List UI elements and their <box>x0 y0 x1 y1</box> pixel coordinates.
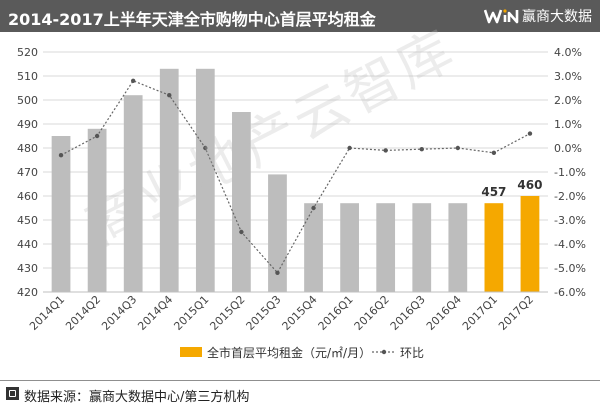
bar <box>268 174 287 292</box>
y-tick-label: 480 <box>17 142 38 155</box>
x-tick-label: 2015Q2 <box>207 293 247 333</box>
x-tick-label: 2016Q2 <box>352 293 392 333</box>
x-tick-label: 2016Q3 <box>388 293 428 333</box>
y-tick-label: 420 <box>17 286 38 299</box>
line-point <box>527 131 533 136</box>
line-point <box>275 270 280 275</box>
bar <box>376 203 396 292</box>
bar <box>232 112 251 292</box>
brand-name: 赢商大数据 <box>522 9 592 25</box>
bar <box>51 136 71 292</box>
brand-logo-icon <box>484 9 519 24</box>
y-tick-label: 440 <box>17 238 38 251</box>
y2-tick-label: 4.0% <box>554 46 582 59</box>
bar <box>484 203 504 292</box>
y-tick-label: 510 <box>17 70 38 83</box>
x-tick-label: 2015Q3 <box>244 293 284 333</box>
bar <box>159 68 179 292</box>
y2-tick-label: -6.0% <box>554 286 586 299</box>
y-tick-label: 520 <box>17 46 38 59</box>
bar <box>87 128 107 292</box>
legend-swatch-bar <box>180 347 202 357</box>
chart-header: 2014-2017上半年天津全市购物中心首层平均租金 赢商大数据 <box>0 0 600 32</box>
bar <box>448 203 468 292</box>
legend-label-line: 环比 <box>400 346 424 360</box>
x-tick-label: 2017Q2 <box>496 293 536 333</box>
brand: 赢商大数据 <box>484 6 592 26</box>
line-point <box>491 150 497 155</box>
y-tick-label: 500 <box>17 94 38 107</box>
chart-title: 2014-2017上半年天津全市购物中心首层平均租金 <box>8 10 376 29</box>
bar <box>340 203 359 292</box>
legend-marker-line <box>381 349 387 355</box>
y2-tick-label: -4.0% <box>554 238 586 251</box>
line-point <box>130 78 136 83</box>
y2-tick-label: 1.0% <box>554 118 582 131</box>
bar <box>123 95 143 292</box>
line-point <box>383 148 388 153</box>
line-point <box>94 133 100 139</box>
line-point <box>311 205 316 211</box>
x-tick-label: 2015Q1 <box>171 293 211 333</box>
line-point <box>419 147 424 152</box>
y2-tick-label: 2.0% <box>554 94 582 107</box>
line-series <box>60 80 531 274</box>
y-tick-label: 490 <box>17 118 38 131</box>
x-tick-label: 2017Q1 <box>460 293 500 333</box>
y-tick-label: 470 <box>17 166 38 179</box>
y2-tick-label: -5.0% <box>554 262 586 275</box>
footer-divider <box>0 380 600 381</box>
line-point <box>167 93 172 98</box>
y2-tick-label: 0.0% <box>554 142 582 155</box>
x-tick-label: 2014Q3 <box>99 293 139 333</box>
line-point <box>347 145 352 151</box>
bar <box>520 196 540 292</box>
y2-tick-label: -3.0% <box>554 214 586 227</box>
legend-label-bar: 全市首层平均租金（元/㎡/月） <box>207 345 371 360</box>
bar <box>304 203 323 292</box>
data-source: 数据来源：赢商大数据中心/第三方机构 <box>24 390 250 405</box>
bar <box>195 68 215 292</box>
y-tick-label: 460 <box>17 190 38 203</box>
x-tick-label: 2016Q4 <box>424 293 464 333</box>
line-point <box>455 145 461 151</box>
y2-tick-label: 3.0% <box>554 70 582 83</box>
x-tick-label: 2014Q2 <box>63 293 103 333</box>
bar <box>412 203 432 292</box>
data-label: 457 <box>481 185 506 199</box>
chart: 420 430 440 450 460 470 480 490 500 510 520 -6.0% -5… <box>17 46 586 360</box>
line-point <box>203 145 208 151</box>
line-point <box>58 153 64 158</box>
y-tick-label: 430 <box>17 262 38 275</box>
line-point <box>239 229 244 235</box>
data-label: 460 <box>517 178 542 192</box>
y-tick-label: 450 <box>17 214 38 227</box>
y2-tick-label: -1.0% <box>554 166 586 179</box>
x-tick-label: 2016Q1 <box>316 293 356 333</box>
data-source-icon <box>6 387 19 400</box>
x-tick-label: 2015Q4 <box>280 293 320 333</box>
y2-tick-label: -2.0% <box>554 190 586 203</box>
x-tick-label: 2014Q4 <box>135 293 175 333</box>
